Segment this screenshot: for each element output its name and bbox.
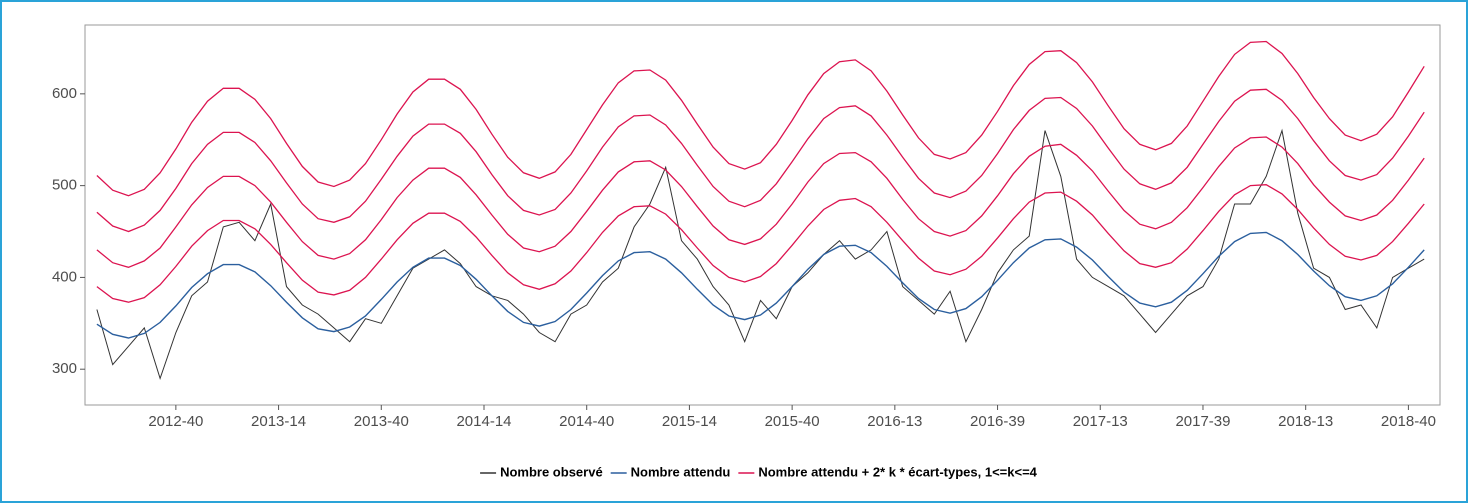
observed-line: [96, 128, 1425, 381]
x-tick-label: 2013-14: [251, 413, 306, 430]
x-tick-label: 2013-40: [354, 413, 409, 430]
x-tick-label: 2014-14: [456, 413, 511, 430]
threshold-line: [96, 136, 1425, 268]
x-tick-label: 2018-13: [1278, 413, 1333, 430]
expected-line: [96, 231, 1425, 339]
x-tick-label: 2016-39: [970, 413, 1025, 430]
x-tick-label: 2017-39: [1175, 413, 1230, 430]
x-tick-label: 2014-40: [559, 413, 614, 430]
y-tick-label: 500: [52, 177, 77, 194]
y-tick-label: 400: [52, 268, 77, 285]
x-tick-label: 2018-40: [1381, 413, 1436, 430]
y-tick-label: 600: [52, 85, 77, 102]
x-tick-label: 2015-14: [662, 413, 717, 430]
threshold-line: [96, 40, 1425, 197]
x-tick-label: 2016-13: [867, 413, 922, 430]
x-tick-label: 2017-13: [1073, 413, 1128, 430]
threshold-line: [96, 184, 1425, 303]
legend-label: Nombre attendu + 2* k * écart-types, 1<=…: [758, 464, 1037, 479]
legend-label: Nombre observé: [500, 464, 603, 479]
x-tick-label: 2012-40: [148, 413, 203, 430]
x-tick-label: 2015-40: [765, 413, 820, 430]
legend-label: Nombre attendu: [631, 464, 731, 479]
threshold-line: [96, 88, 1425, 233]
y-tick-label: 300: [52, 360, 77, 377]
plot-area: [84, 24, 1441, 406]
